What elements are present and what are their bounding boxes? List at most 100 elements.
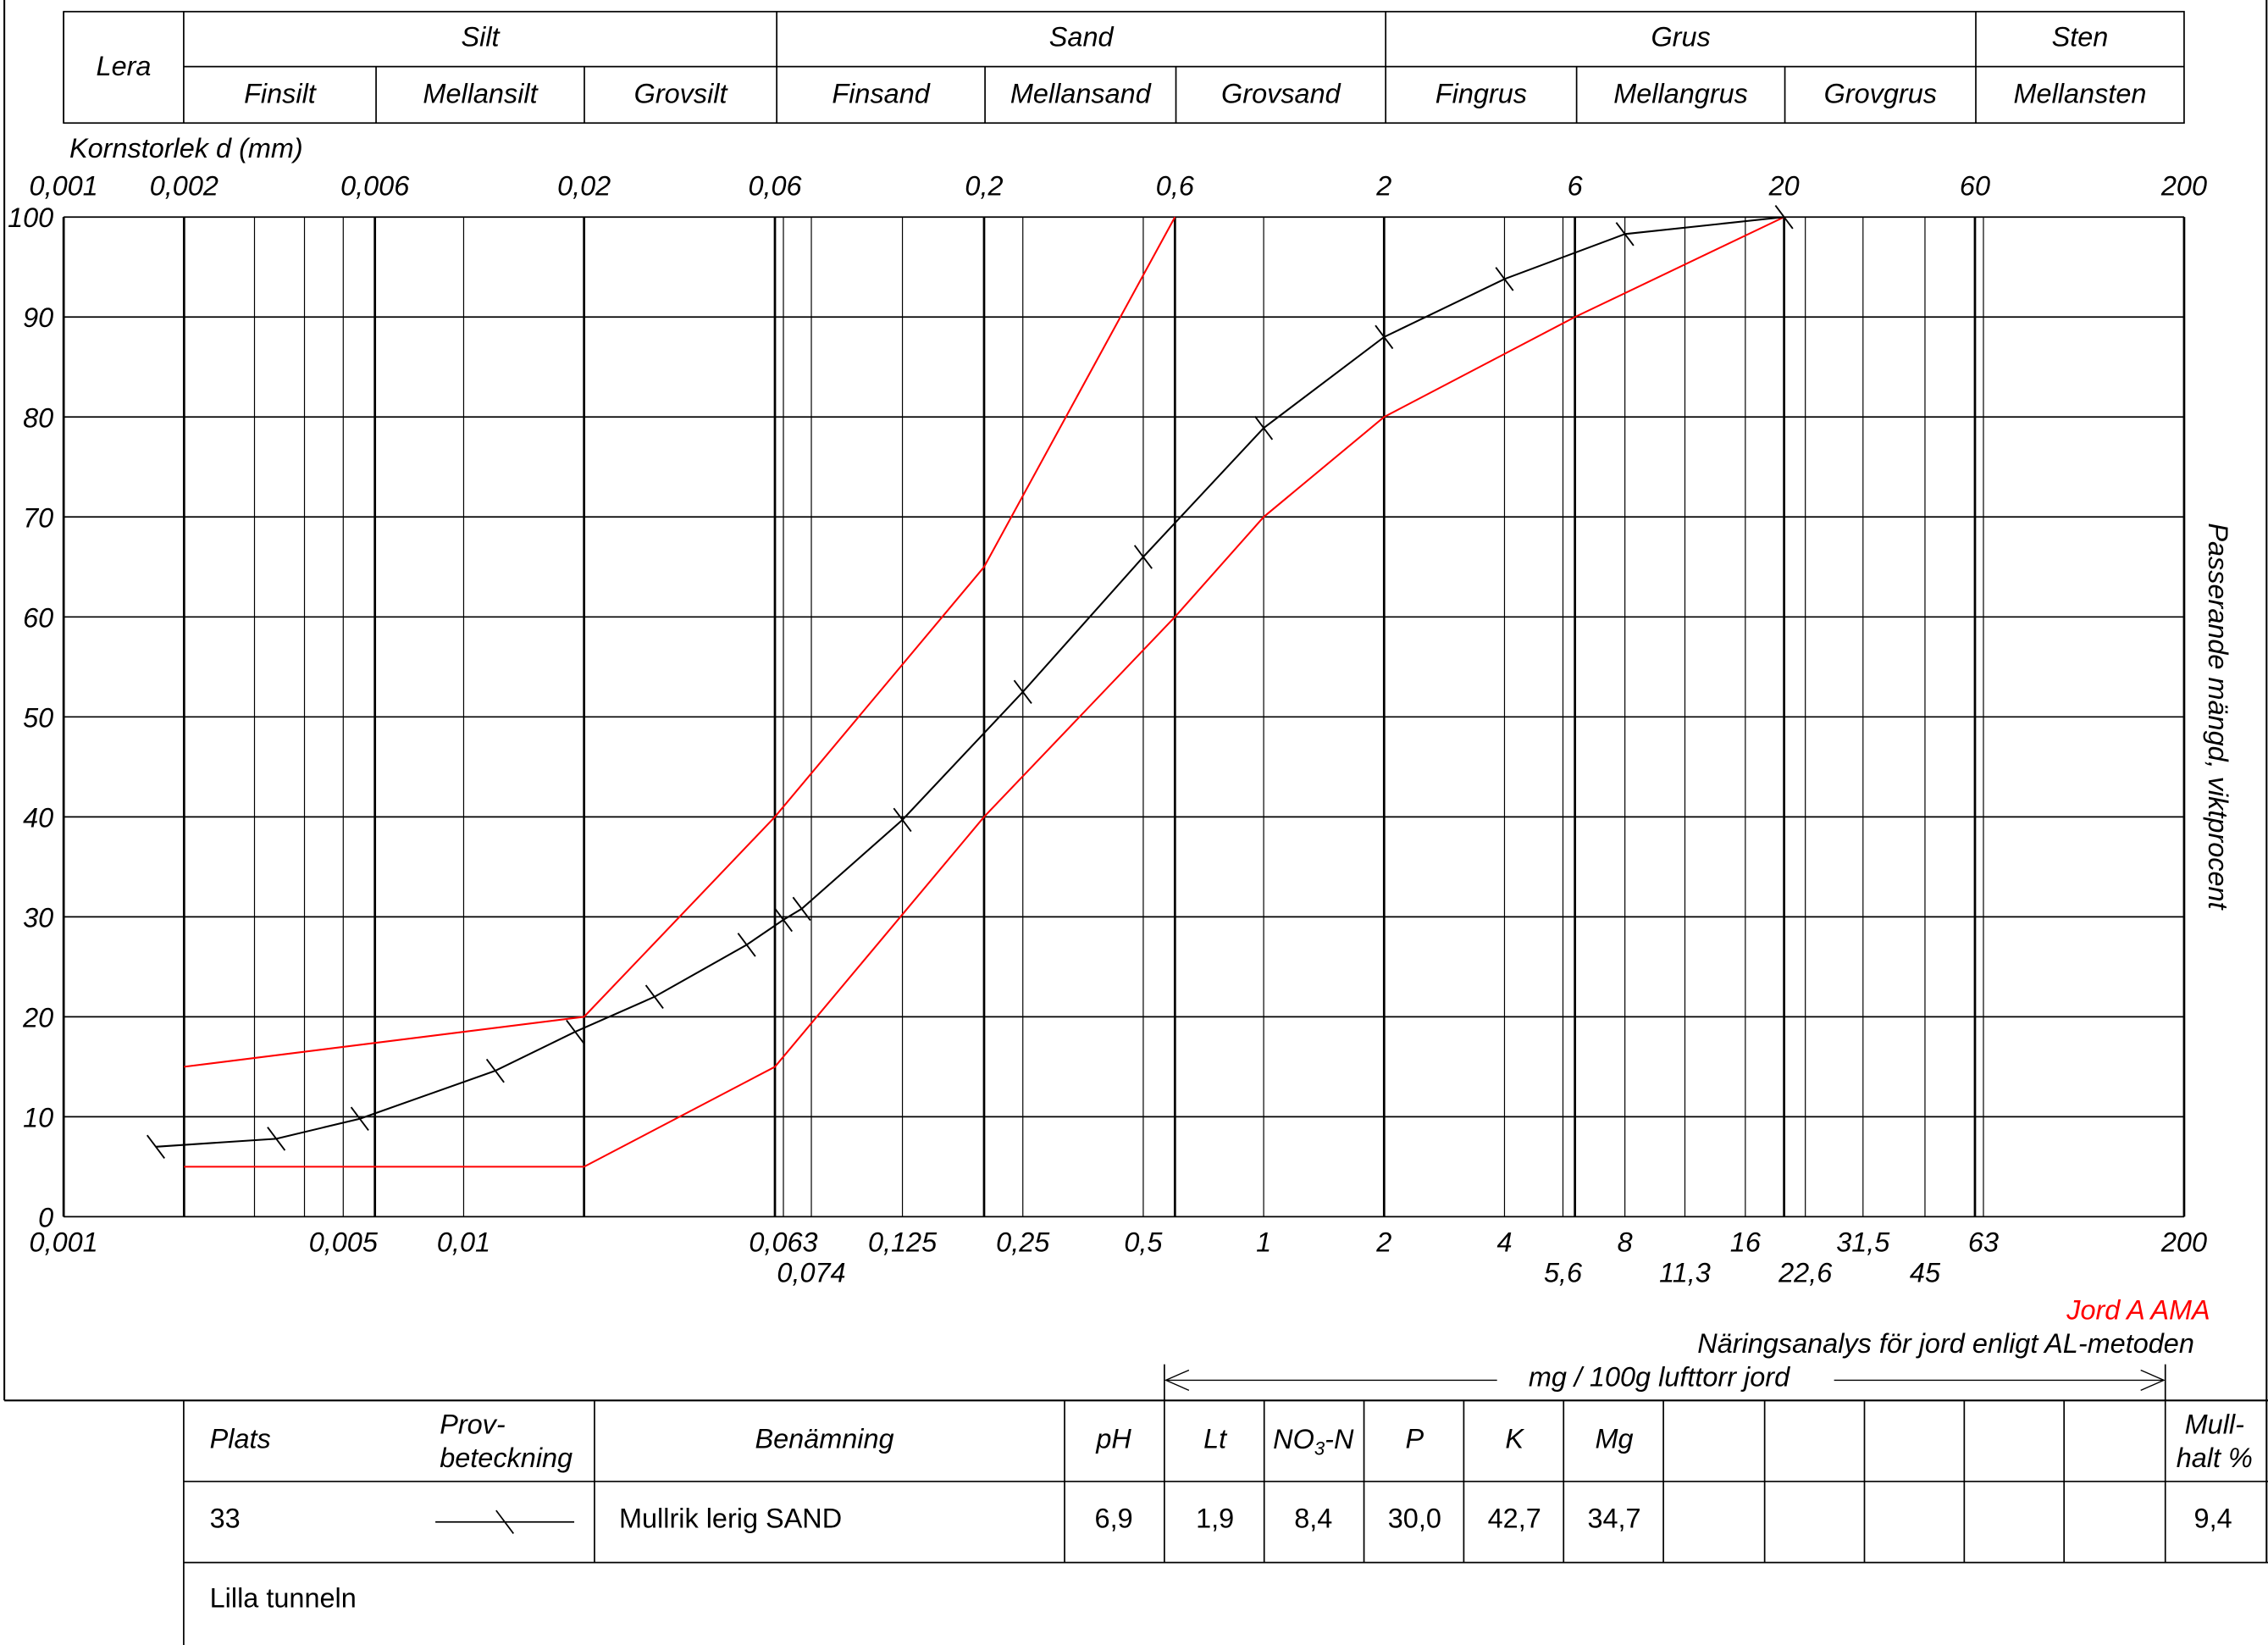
y-tick-label: 40 xyxy=(23,802,53,833)
y-tick-label: 50 xyxy=(23,702,53,733)
table-header: Prov- xyxy=(440,1410,506,1440)
table-header: Lt xyxy=(1203,1424,1228,1454)
point-marker xyxy=(644,984,664,1009)
class-sub: Finsand xyxy=(832,78,930,108)
point-marker xyxy=(1375,324,1394,350)
table-header: Mull- xyxy=(2185,1410,2244,1440)
y-tick-label: 20 xyxy=(22,1002,53,1033)
x-tick-label: 0,001 xyxy=(30,171,98,202)
table-header: P xyxy=(1406,1424,1424,1454)
y-tick-label: 80 xyxy=(23,402,53,433)
table-header: Benämning xyxy=(755,1424,893,1454)
point-marker xyxy=(267,1127,286,1151)
table-header: Mg xyxy=(1595,1424,1633,1454)
table-header: NO3-N xyxy=(1273,1424,1354,1459)
point-marker xyxy=(1495,267,1514,291)
class-group: Lera xyxy=(97,51,152,81)
x-tick-label: 0,06 xyxy=(748,171,802,202)
x-tick-label: 0,01 xyxy=(437,1227,490,1257)
x-tick-label: 8 xyxy=(1618,1227,1633,1257)
header-part: -N xyxy=(1325,1424,1354,1454)
table-cell: 8,4 xyxy=(1294,1504,1332,1534)
x-tick-label: 63 xyxy=(1968,1227,1999,1257)
class-group: Grus xyxy=(1651,22,1710,53)
table-header: K xyxy=(1505,1424,1524,1454)
x-tick-label: 0,001 xyxy=(30,1227,98,1257)
x-tick-label: 20 xyxy=(1768,171,1800,202)
point-marker xyxy=(792,896,811,922)
class-sub: Grovsilt xyxy=(634,78,729,108)
table-cell: 9,4 xyxy=(2194,1504,2232,1534)
class-group: Sten xyxy=(2052,22,2109,53)
table-cell: 30,0 xyxy=(1388,1504,1441,1534)
y-axis-label: Passerande mängd, viktprocent xyxy=(2203,523,2233,911)
y-tick-label: 70 xyxy=(23,502,53,533)
sample-symbol-tick xyxy=(495,1509,514,1534)
point-marker xyxy=(893,807,912,833)
table-cell: 33 xyxy=(210,1504,241,1534)
header-subscript: 3 xyxy=(1314,1437,1325,1459)
table-header: pH xyxy=(1095,1424,1131,1454)
table-cell: 34,7 xyxy=(1587,1504,1640,1534)
point-marker xyxy=(566,1019,585,1044)
x-tick-label: 0,125 xyxy=(868,1227,938,1257)
x-tick-label: 0,063 xyxy=(749,1227,817,1257)
series-line xyxy=(184,216,1176,1068)
point-marker xyxy=(1254,416,1274,440)
x-tick-label: 6 xyxy=(1568,171,1584,202)
point-marker xyxy=(1013,679,1032,705)
x-tick-label: 16 xyxy=(1730,1227,1762,1257)
y-tick-label: 30 xyxy=(23,902,53,933)
arrow-heads xyxy=(1164,1369,2166,1391)
x-axis-label: Kornstorlek d (mm) xyxy=(69,133,303,163)
series-line xyxy=(184,216,1785,1168)
analysis-title: Näringsanalys för jord enligt AL-metoden xyxy=(1697,1328,2194,1359)
site-name: Lilla tunneln xyxy=(210,1583,357,1614)
x-tick-label: 11,3 xyxy=(1659,1257,1711,1288)
table-header: halt % xyxy=(2177,1443,2253,1473)
x-tick-label: 0,002 xyxy=(150,171,219,202)
class-sub: Fingrus xyxy=(1435,78,1527,108)
point-marker xyxy=(350,1106,369,1131)
y-tick-label: 60 xyxy=(23,602,53,633)
unit-label: mg / 100g lufttorr jord xyxy=(1529,1361,1790,1392)
x-tick-label: 0,6 xyxy=(1156,171,1195,202)
x-tick-label: 0,2 xyxy=(965,171,1003,202)
table-cell: 1,9 xyxy=(1196,1504,1234,1534)
analysis-grid xyxy=(183,1364,2268,1645)
class-sub: Mellansten xyxy=(2014,78,2147,108)
x-tick-label: 0,5 xyxy=(1124,1227,1163,1257)
x-tick-label: 1 xyxy=(1256,1227,1271,1257)
legend-entry: Jord A AMA xyxy=(2066,1295,2210,1326)
class-sub: Mellangrus xyxy=(1613,78,1748,108)
class-sub: Mellansilt xyxy=(423,78,539,108)
x-tick-label: 200 xyxy=(2160,1227,2207,1257)
point-marker xyxy=(1774,205,1794,230)
point-marker xyxy=(146,1134,165,1160)
series-line xyxy=(155,216,1784,1148)
class-sub: Mellansand xyxy=(1010,78,1152,108)
y-tick-label: 10 xyxy=(23,1102,53,1133)
table-header: Plats xyxy=(210,1424,271,1454)
point-marker xyxy=(485,1058,505,1083)
x-tick-label: 0,005 xyxy=(309,1227,379,1257)
y-tick-label: 0 xyxy=(38,1202,53,1232)
class-sub: Grovsand xyxy=(1221,78,1341,108)
x-tick-label: 2 xyxy=(1375,171,1391,202)
x-tick-label: 0,006 xyxy=(340,171,410,202)
x-tick-label: 200 xyxy=(2160,171,2207,202)
header-part: NO xyxy=(1273,1424,1314,1454)
table-cell: 6,9 xyxy=(1095,1504,1133,1534)
x-tick-label: 5,6 xyxy=(1544,1257,1583,1288)
table-cell: Mullrik lerig SAND xyxy=(619,1504,842,1534)
class-sub: Finsilt xyxy=(244,78,318,108)
plot xyxy=(62,205,2186,1218)
x-tick-label: 22,6 xyxy=(1778,1257,1833,1288)
x-tick-label: 45 xyxy=(1910,1257,1941,1288)
x-tick-label: 0,25 xyxy=(996,1227,1050,1257)
x-tick-label: 0,074 xyxy=(777,1257,845,1288)
class-sub: Grovgrus xyxy=(1824,78,1937,108)
x-tick-label: 2 xyxy=(1375,1227,1391,1257)
